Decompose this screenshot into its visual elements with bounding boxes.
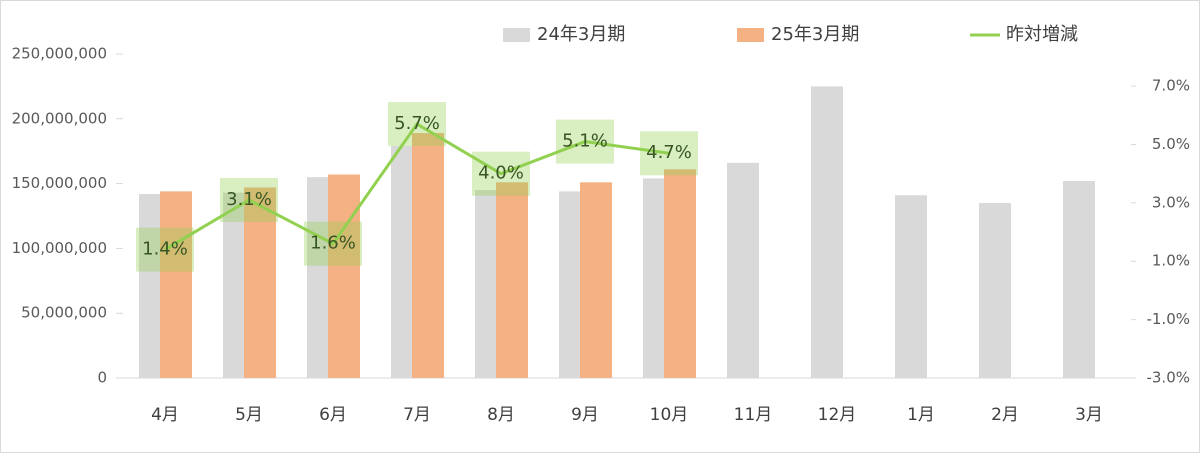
data-label: 5.7% <box>394 113 440 134</box>
y2-tick-label: 5.0% <box>1152 135 1190 153</box>
y2-tick-label: 1.0% <box>1152 252 1190 270</box>
bar <box>1063 181 1095 378</box>
bar <box>580 182 612 378</box>
data-label: 4.0% <box>478 163 524 184</box>
x-tick-label: 8月 <box>487 405 515 425</box>
x-tick-label: 6月 <box>319 405 347 425</box>
data-label: 4.7% <box>646 142 692 163</box>
data-label: 3.1% <box>226 189 272 210</box>
y-tick-label: 0 <box>97 369 107 387</box>
bar <box>496 182 528 378</box>
data-label: 1.4% <box>142 239 188 260</box>
x-tick-label: 11月 <box>734 405 773 425</box>
legend-label: 25年3月期 <box>771 24 859 45</box>
data-label-box <box>136 227 194 272</box>
bar <box>328 174 360 378</box>
line <box>164 122 670 251</box>
y2-tick-label: 7.0% <box>1152 77 1190 95</box>
x-tick-label: 3月 <box>1075 405 1103 425</box>
x-tick-label: 12月 <box>818 405 857 425</box>
legend-label: 24年3月期 <box>537 24 625 45</box>
legend-swatch <box>503 28 530 42</box>
x-tick-label: 9月 <box>571 405 599 425</box>
x-tick-label: 2月 <box>991 405 1019 425</box>
x-tick-label: 7月 <box>403 405 431 425</box>
x-tick-label: 4月 <box>151 405 179 425</box>
bar <box>160 191 192 378</box>
data-label-box <box>304 221 362 266</box>
bar <box>727 162 759 378</box>
legend-label: 昨対増減 <box>1006 24 1078 45</box>
data-label-box <box>640 131 698 176</box>
y-tick-label: 150,000,000 <box>12 174 107 192</box>
data-label-box <box>472 151 530 196</box>
bar <box>811 86 843 379</box>
y2-tick-label: 3.0% <box>1152 193 1190 211</box>
data-label: 5.1% <box>562 131 608 152</box>
bar <box>664 169 696 378</box>
y2-tick-label: -1.0% <box>1146 310 1190 328</box>
x-tick-label: 5月 <box>235 405 263 425</box>
data-label: 1.6% <box>310 233 356 254</box>
y2-tick-label: -3.0% <box>1146 369 1190 387</box>
data-label-box <box>388 102 446 147</box>
y-tick-label: 200,000,000 <box>12 109 107 127</box>
legend-swatch <box>737 28 764 42</box>
y-tick-label: 100,000,000 <box>12 239 107 257</box>
data-label-box <box>220 177 278 222</box>
bar <box>244 187 276 378</box>
y-tick-label: 250,000,000 <box>12 45 107 63</box>
x-tick-label: 1月 <box>907 405 935 425</box>
y-tick-label: 50,000,000 <box>21 304 107 322</box>
bar <box>979 203 1011 378</box>
bar <box>895 195 927 378</box>
bar <box>412 133 444 378</box>
x-tick-label: 10月 <box>650 405 689 425</box>
data-label-box <box>556 119 614 164</box>
